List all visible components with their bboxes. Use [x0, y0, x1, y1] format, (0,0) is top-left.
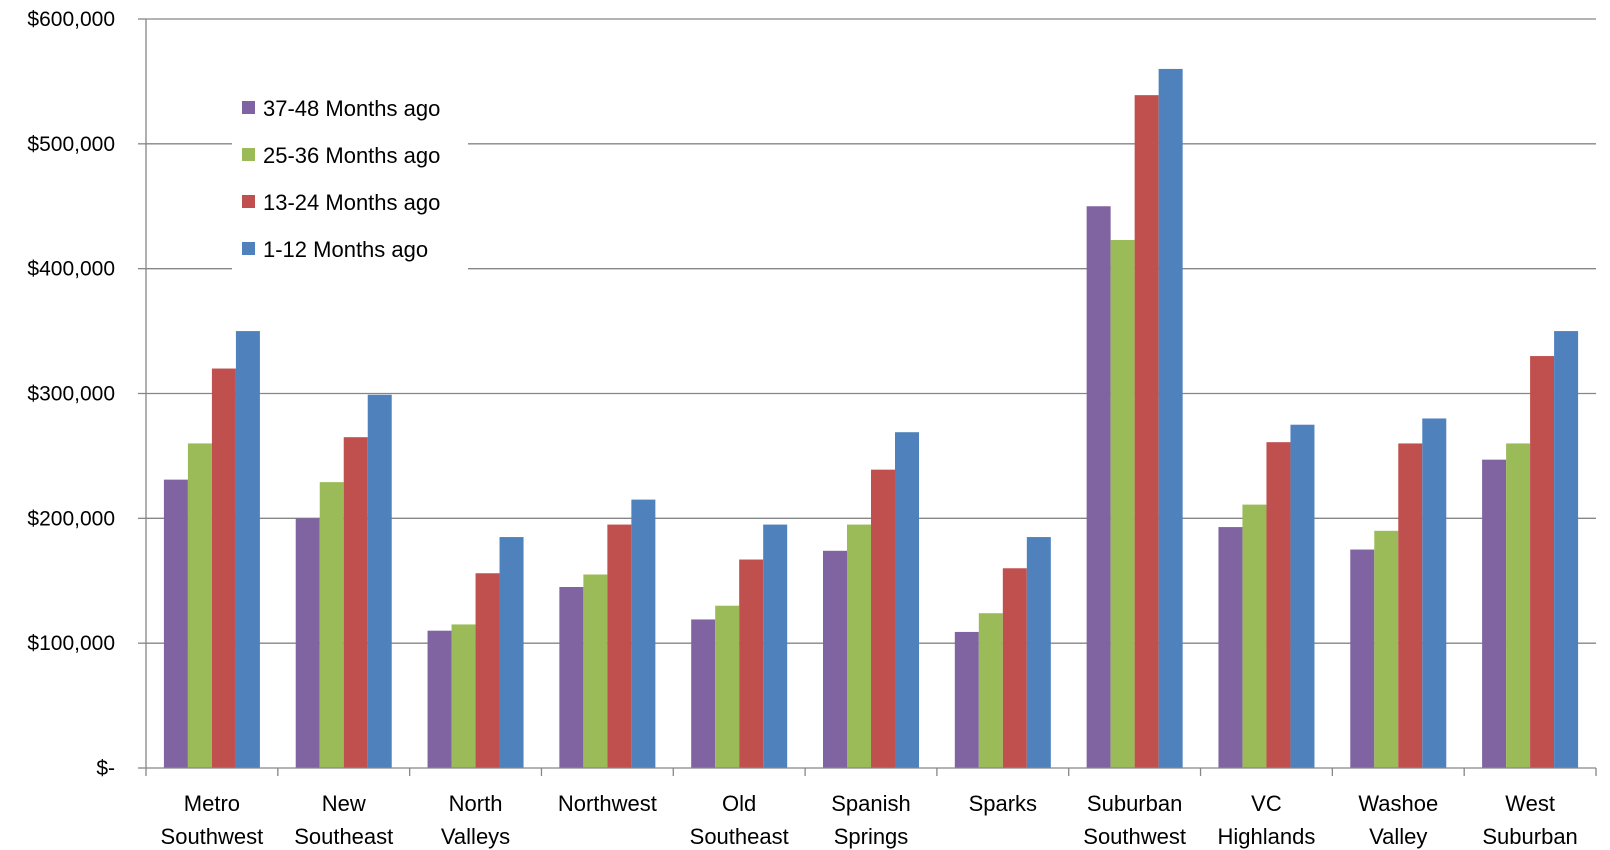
x-category-label: Suburban — [1482, 824, 1577, 849]
y-tick-label: $400,000 — [27, 258, 115, 281]
y-tick-label: $500,000 — [27, 133, 115, 156]
bar — [1422, 418, 1447, 768]
legend-swatch — [242, 101, 255, 114]
y-tick-label: $100,000 — [27, 632, 115, 655]
x-category-label: Southeast — [294, 824, 393, 849]
bar — [499, 537, 524, 768]
bar — [739, 559, 764, 768]
x-category-label: Spanish — [831, 791, 911, 816]
bar — [1530, 356, 1555, 768]
bar — [235, 331, 260, 768]
bar — [1350, 549, 1375, 768]
x-category-label: Southeast — [690, 824, 789, 849]
bar — [343, 437, 368, 768]
bar — [1374, 530, 1399, 768]
bar — [1218, 527, 1243, 768]
bar — [187, 443, 212, 768]
x-category-label: Old — [722, 791, 756, 816]
x-category-label: New — [322, 791, 366, 816]
bar — [1398, 443, 1423, 768]
x-category-label: Southwest — [1083, 824, 1186, 849]
bar — [295, 518, 320, 768]
legend-swatch — [242, 148, 255, 161]
bar — [451, 624, 476, 768]
bars — [163, 68, 1579, 769]
x-category-label: Northwest — [558, 791, 657, 816]
bar — [1506, 443, 1531, 768]
bar — [607, 524, 632, 768]
bar — [1266, 442, 1291, 768]
legend-label: 1-12 Months ago — [263, 237, 428, 262]
x-category-label: Highlands — [1218, 824, 1316, 849]
bar — [1482, 459, 1507, 768]
legend: 37-48 Months ago 25-36 Months ago 13-24 Mo… — [232, 86, 468, 272]
bar — [211, 368, 236, 768]
x-category-label: Sparks — [969, 791, 1037, 816]
bar — [847, 524, 871, 768]
x-category-label: Suburban — [1087, 791, 1182, 816]
bar — [954, 631, 979, 768]
legend-label: 13-24 Months ago — [263, 190, 440, 215]
bar — [691, 619, 716, 768]
bar — [895, 432, 919, 768]
bar — [1158, 68, 1183, 768]
bar — [1554, 331, 1579, 768]
legend-swatch — [242, 195, 255, 208]
y-axis-ticks: $- $100,000 $200,000 $300,000 $400,000 $500,0… — [27, 8, 146, 780]
bar — [427, 630, 452, 768]
bar — [871, 469, 895, 768]
bar — [475, 573, 500, 768]
bar — [763, 524, 788, 768]
legend-background — [232, 86, 468, 272]
bar — [583, 574, 608, 768]
x-category-label: VC — [1251, 791, 1282, 816]
bar — [319, 482, 344, 768]
bar — [1110, 239, 1135, 768]
bar — [367, 394, 392, 768]
y-tick-label: $- — [96, 757, 115, 780]
y-tick-label: $300,000 — [27, 383, 115, 406]
y-tick-label: $600,000 — [27, 8, 115, 31]
legend-label: 37-48 Months ago — [263, 96, 440, 121]
x-category-label: North — [449, 791, 503, 816]
bar — [978, 613, 1003, 768]
x-category-label: Valleys — [441, 824, 510, 849]
x-axis-labels: Metro Southwest New Southeast North Valleys No… — [161, 791, 1578, 849]
legend-swatch — [242, 242, 255, 255]
bar — [1002, 568, 1027, 768]
x-category-label: Washoe — [1358, 791, 1438, 816]
x-category-label: West — [1505, 791, 1555, 816]
bar — [1290, 424, 1315, 768]
bar — [823, 550, 847, 768]
legend-label: 25-36 Months ago — [263, 143, 440, 168]
bar — [715, 605, 740, 768]
bar — [1086, 206, 1111, 768]
x-category-label: Metro — [184, 791, 240, 816]
bar — [559, 586, 584, 768]
x-category-label: Southwest — [161, 824, 264, 849]
bar — [163, 479, 188, 768]
x-category-label: Springs — [834, 824, 909, 849]
bar — [631, 499, 656, 768]
y-tick-label: $200,000 — [27, 507, 115, 530]
bar — [1134, 95, 1159, 769]
bar — [1026, 537, 1051, 768]
bar — [1242, 504, 1267, 768]
x-category-label: Valley — [1369, 824, 1427, 849]
